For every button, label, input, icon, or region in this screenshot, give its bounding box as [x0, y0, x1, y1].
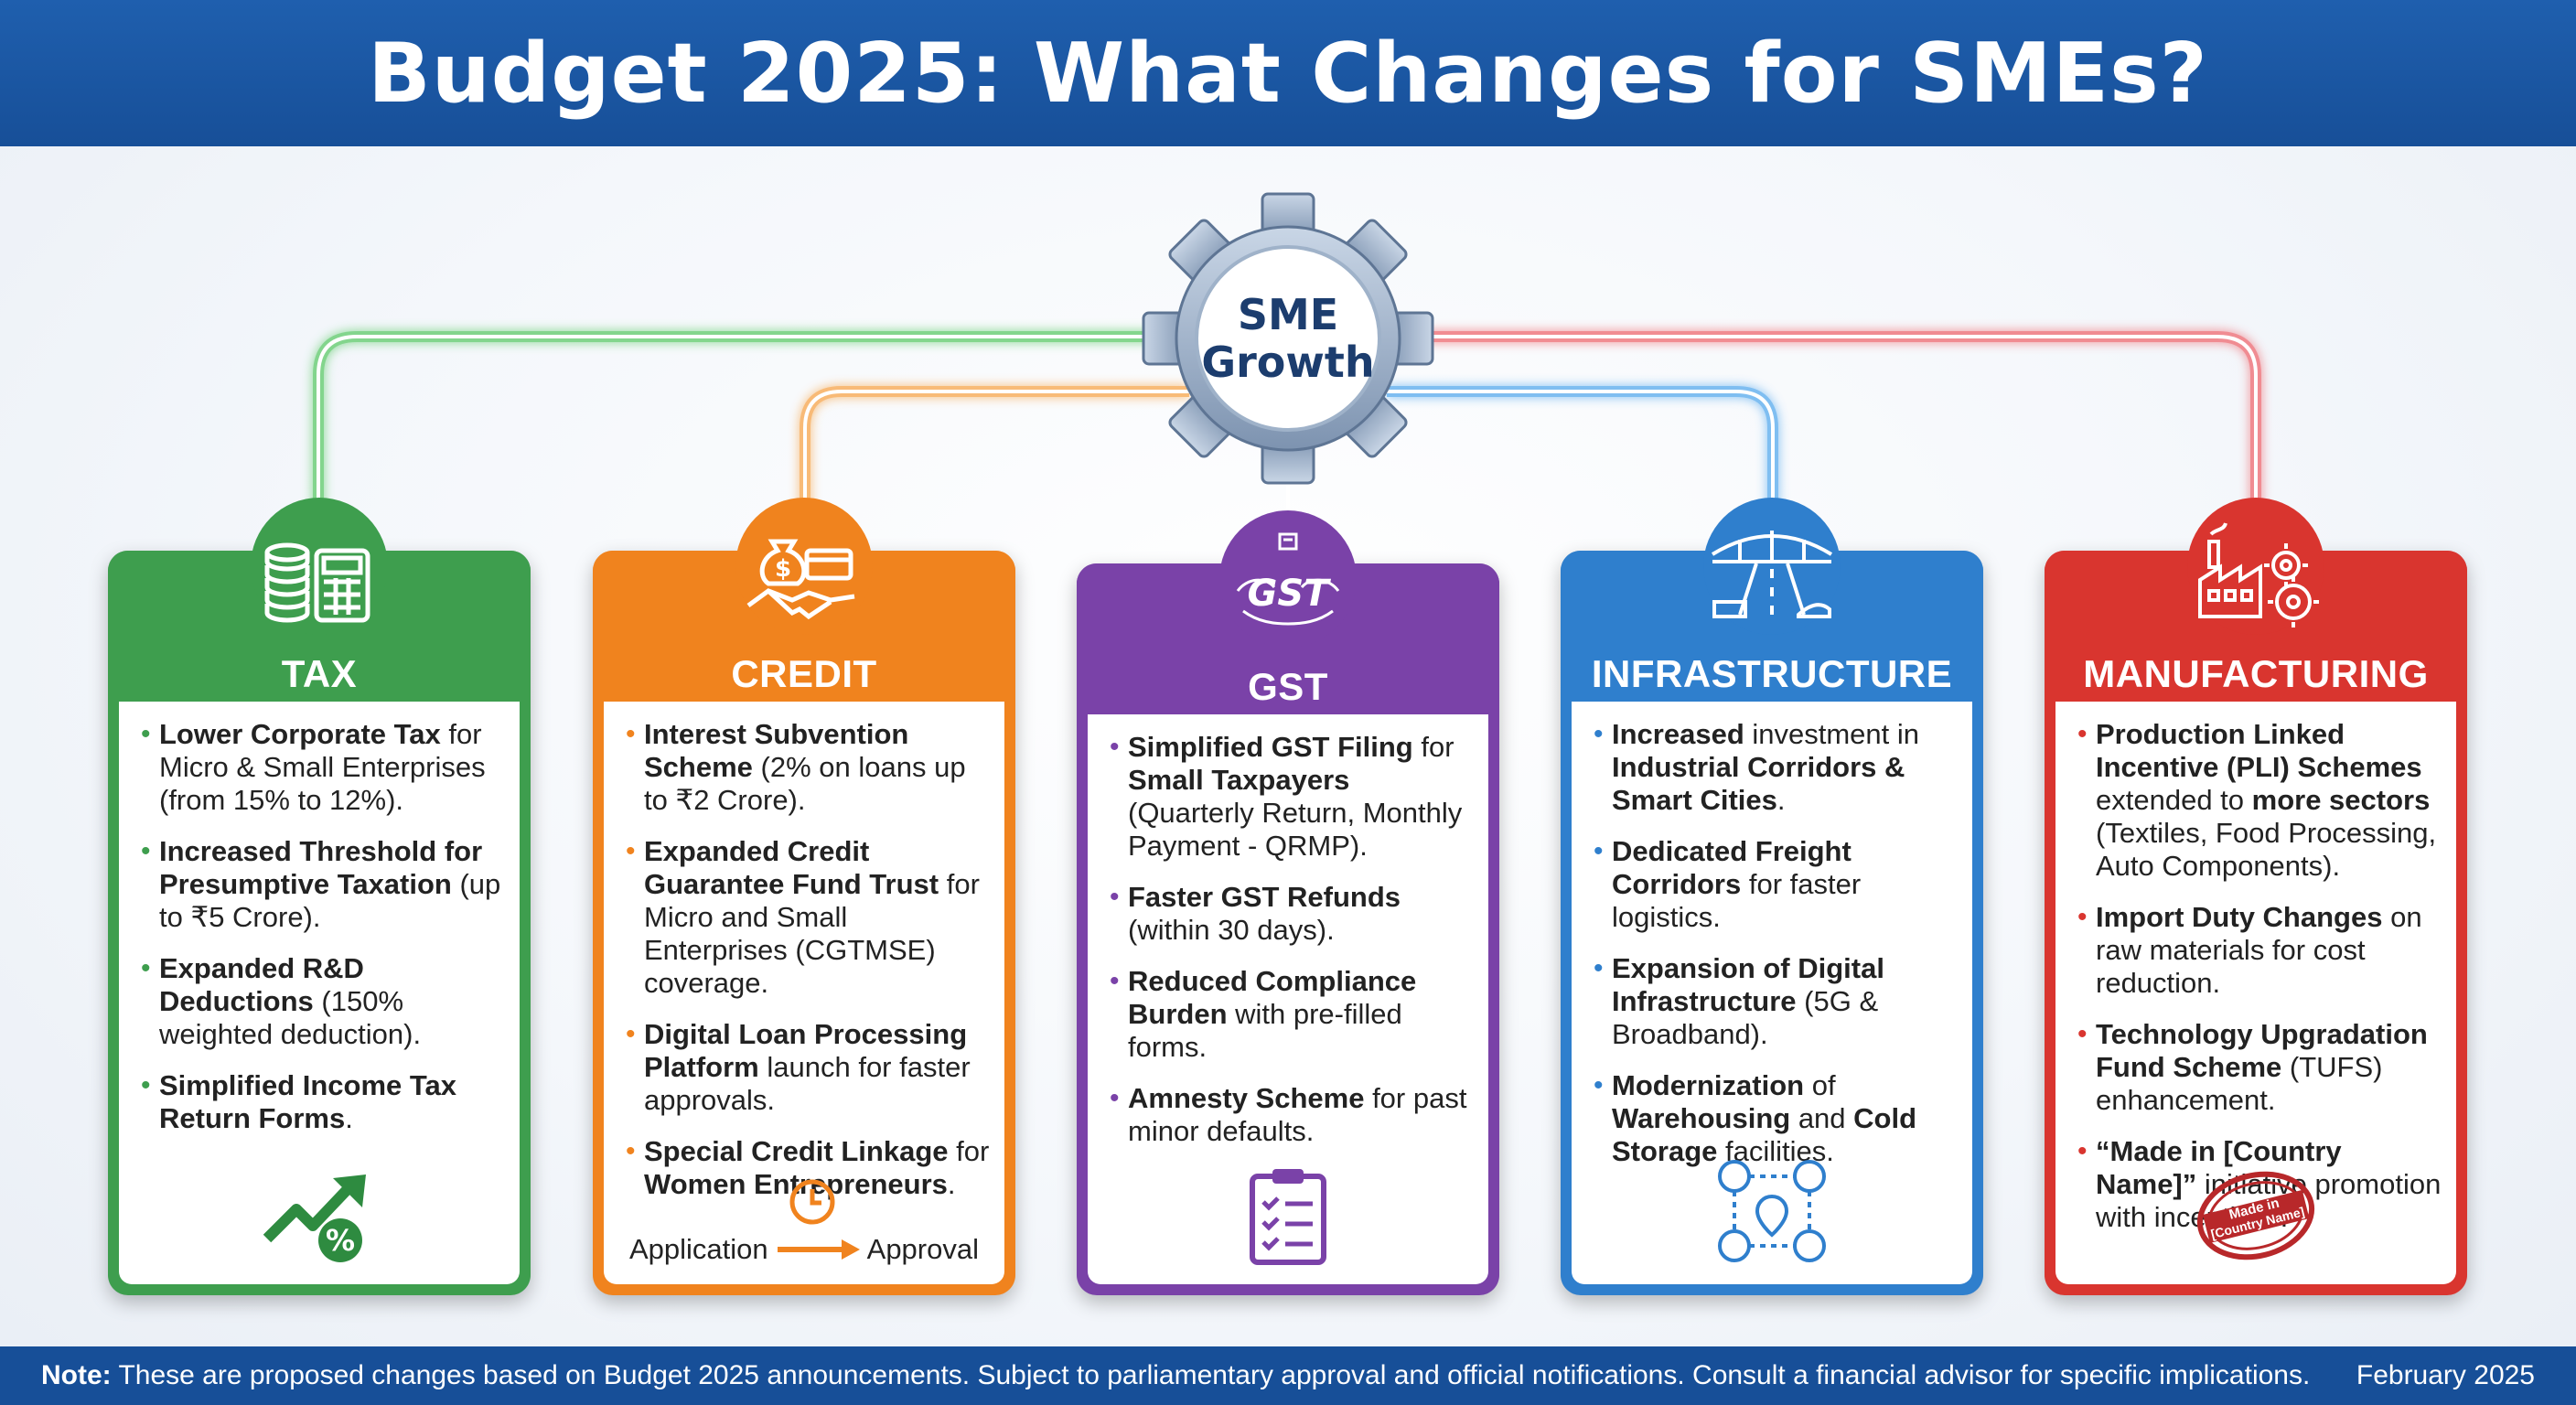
- application-approval-flow: Application Approval: [604, 1179, 1004, 1266]
- connector-tax: [313, 331, 1189, 512]
- footer-date: February 2025: [2356, 1360, 2535, 1390]
- sme-growth-hub: SME Growth: [1142, 192, 1434, 485]
- checklist-clipboard-icon: [1088, 1165, 1488, 1266]
- percent-label: %: [326, 1223, 355, 1258]
- hub-line1: SME: [1237, 290, 1339, 339]
- list-item: Lower Corporate Tax for Micro & Small En…: [141, 718, 505, 817]
- title-bar: Budget 2025: What Changes for SMEs?: [0, 0, 2576, 146]
- arrow-right-icon: [777, 1239, 860, 1260]
- coins-calculator-icon: [264, 542, 370, 623]
- connector-credit-core: [803, 390, 1189, 512]
- list-item: Amnesty Scheme for past minor defaults.: [1110, 1082, 1474, 1148]
- card-tax-header: TAX: [108, 498, 531, 702]
- road-bridge-transport-icon: [1711, 531, 1833, 618]
- logistics-network-icon: [1572, 1156, 1972, 1266]
- card-infrastructure: INFRASTRUCTURE Increased investment in I…: [1561, 498, 1983, 1295]
- card-credit-header: $ CREDIT: [593, 498, 1015, 702]
- card-tax-body: Lower Corporate Tax for Micro & Small En…: [119, 702, 520, 1284]
- gst-emblem-icon: GST: [1236, 532, 1340, 626]
- footer-note: Note: These are proposed changes based o…: [0, 1346, 2576, 1405]
- list-item: Simplified GST Filing for Small Taxpayer…: [1110, 731, 1474, 863]
- note-label: Note:: [41, 1360, 112, 1390]
- list-item: Simplified Income Tax Return Forms.: [141, 1069, 505, 1135]
- clock-icon: [789, 1179, 835, 1225]
- list-item: Digital Loan Processing Platform launch …: [626, 1018, 990, 1117]
- note-text: These are proposed changes based on Budg…: [111, 1360, 2311, 1390]
- connector-infra: [1387, 386, 1778, 512]
- list-item: Faster GST Refunds (within 30 days).: [1110, 881, 1474, 947]
- list-item: Reduced Compliance Burden with pre-fille…: [1110, 965, 1474, 1064]
- svg-text:$: $: [775, 555, 791, 583]
- card-gst: GST GST Simplified GST Filing for Small …: [1077, 510, 1499, 1295]
- list-item: Modernization of Warehousing and Cold St…: [1594, 1069, 1958, 1168]
- card-infrastructure-title: INFRASTRUCTURE: [1591, 652, 1953, 695]
- list-item: Import Duty Changes on raw materials for…: [2077, 901, 2442, 1000]
- list-item: Production Linked Incentive (PLI) Scheme…: [2077, 718, 2442, 883]
- card-manufacturing-header: MANUFACTURING: [2045, 498, 2467, 702]
- card-credit: $ CREDIT Interest Subvention Scheme (2% …: [593, 498, 1015, 1295]
- card-tax-title: TAX: [281, 652, 358, 695]
- list-item: Special Credit Linkage for Women Entrepr…: [626, 1135, 990, 1201]
- card-gst-body: Simplified GST Filing for Small Taxpayer…: [1088, 714, 1488, 1284]
- factory-gears-icon: [2198, 522, 2319, 627]
- flow-from: Application: [628, 1233, 768, 1265]
- connector-infra-core: [1387, 390, 1775, 512]
- page-title: Budget 2025: What Changes for SMEs?: [368, 25, 2208, 122]
- hub-line2: Growth: [1201, 338, 1375, 387]
- card-gst-header: GST GST: [1077, 510, 1499, 714]
- card-credit-title: CREDIT: [731, 652, 877, 695]
- list-item: Expanded Credit Guarantee Fund Trust for…: [626, 835, 990, 1000]
- list-item: Expanded R&D Deductions (150% weighted d…: [141, 952, 505, 1051]
- connector-tax-core: [317, 335, 1189, 512]
- list-item: Increased investment in Industrial Corri…: [1594, 718, 1958, 817]
- gst-badge: GST: [1248, 573, 1332, 615]
- flow-to: Approval: [866, 1233, 979, 1265]
- card-manufacturing-title: MANUFACTURING: [2083, 652, 2429, 695]
- list-item: Technology Upgradation Fund Scheme (TUFS…: [2077, 1018, 2442, 1117]
- card-infrastructure-header: INFRASTRUCTURE: [1561, 498, 1983, 702]
- growth-percent-icon: %: [119, 1165, 520, 1266]
- disclaimer: Note: These are proposed changes based o…: [41, 1360, 2310, 1391]
- card-credit-body: Interest Subvention Scheme (2% on loans …: [604, 702, 1004, 1284]
- card-infrastructure-body: Increased investment in Industrial Corri…: [1572, 702, 1972, 1284]
- list-item: Increased Threshold for Presumptive Taxa…: [141, 835, 505, 934]
- connector-mfg: [1387, 331, 2261, 512]
- card-manufacturing-body: Production Linked Incentive (PLI) Scheme…: [2055, 702, 2456, 1284]
- gear-icon: [1142, 192, 1434, 485]
- card-gst-title: GST: [1248, 665, 1328, 708]
- card-manufacturing: MANUFACTURING Production Linked Incentiv…: [2045, 498, 2467, 1295]
- hub-label: SME Growth: [1142, 192, 1434, 485]
- list-item: Dedicated Freight Corridors for faster l…: [1594, 835, 1958, 934]
- made-in-stamp: Made in [Country Name]: [2055, 1165, 2456, 1266]
- connector-credit: [800, 386, 1189, 512]
- list-item: Interest Subvention Scheme (2% on loans …: [626, 718, 990, 817]
- connector-mfg-core: [1387, 335, 2258, 512]
- card-tax: TAX Lower Corporate Tax for Micro & Smal…: [108, 498, 531, 1295]
- list-item: Expansion of Digital Infrastructure (5G …: [1594, 952, 1958, 1051]
- money-handshake-icon: $: [746, 539, 855, 620]
